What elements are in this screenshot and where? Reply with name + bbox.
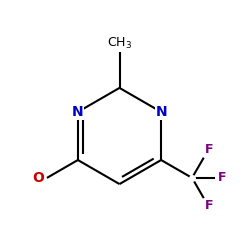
Text: N: N <box>155 105 167 119</box>
Text: CH$_3$: CH$_3$ <box>107 36 132 51</box>
Text: O: O <box>32 171 44 185</box>
Text: F: F <box>205 200 214 212</box>
Text: N: N <box>72 105 84 119</box>
Text: F: F <box>205 143 214 156</box>
Text: F: F <box>218 172 226 184</box>
